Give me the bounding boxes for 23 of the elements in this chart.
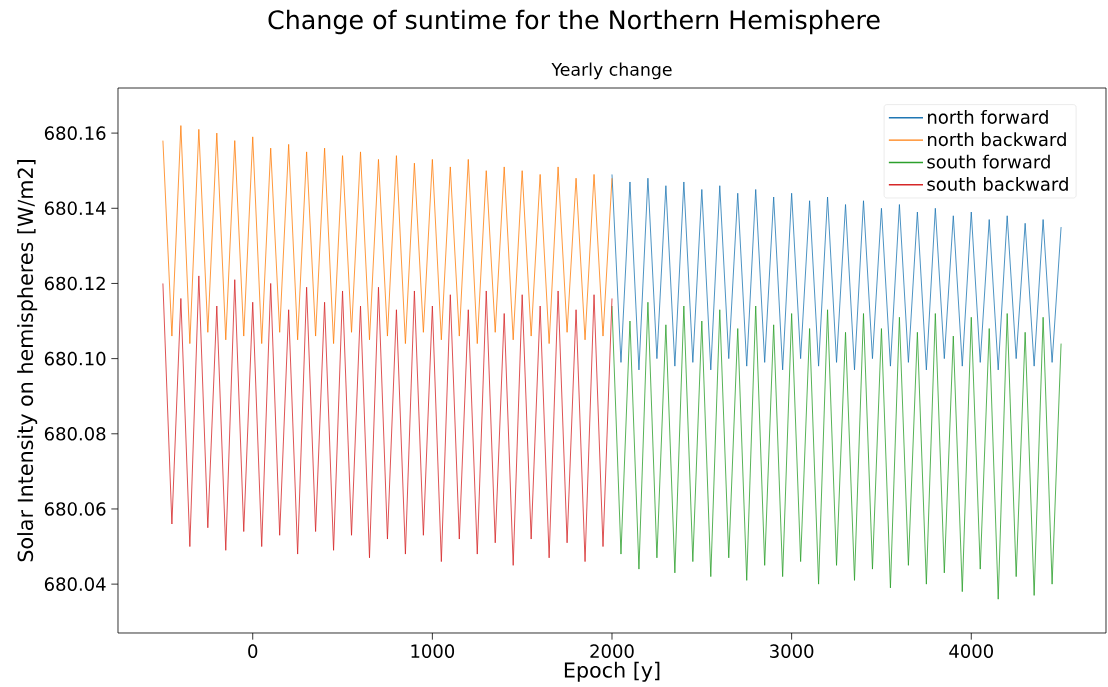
x-tick-label: 1000 xyxy=(411,644,455,658)
legend-label: south backward xyxy=(927,176,1068,191)
legend-label: north backward xyxy=(928,132,1066,147)
y-axis-title: Solar Intensity on hemispheres [W/m2] xyxy=(17,160,38,562)
y-tick-label: 680.04 xyxy=(44,577,106,591)
x-tick-label: 3000 xyxy=(770,644,814,658)
y-tick-label: 680.12 xyxy=(44,276,105,291)
line-series xyxy=(162,125,613,344)
chart-title: Change of suntime for the Northern Hemisphere xyxy=(268,9,880,35)
line-series xyxy=(162,275,613,566)
x-tick-label: 4000 xyxy=(949,644,993,658)
y-tick-label: 680.08 xyxy=(44,426,106,441)
y-tick-label: 680.14 xyxy=(44,201,106,216)
y-tick-label: 680.06 xyxy=(44,502,106,516)
x-tick-label: 2000 xyxy=(590,644,634,658)
line-series xyxy=(611,301,1062,600)
x-axis-title: Epoch [y] xyxy=(564,661,660,682)
y-tick-label: 680.16 xyxy=(44,126,106,140)
legend-label: south forward xyxy=(927,154,1050,169)
x-tick-label: 0 xyxy=(248,644,258,658)
y-tick-label: 680.10 xyxy=(44,351,106,366)
legend-label: north forward xyxy=(928,109,1048,124)
chart-subtitle: Yearly change xyxy=(551,62,672,80)
